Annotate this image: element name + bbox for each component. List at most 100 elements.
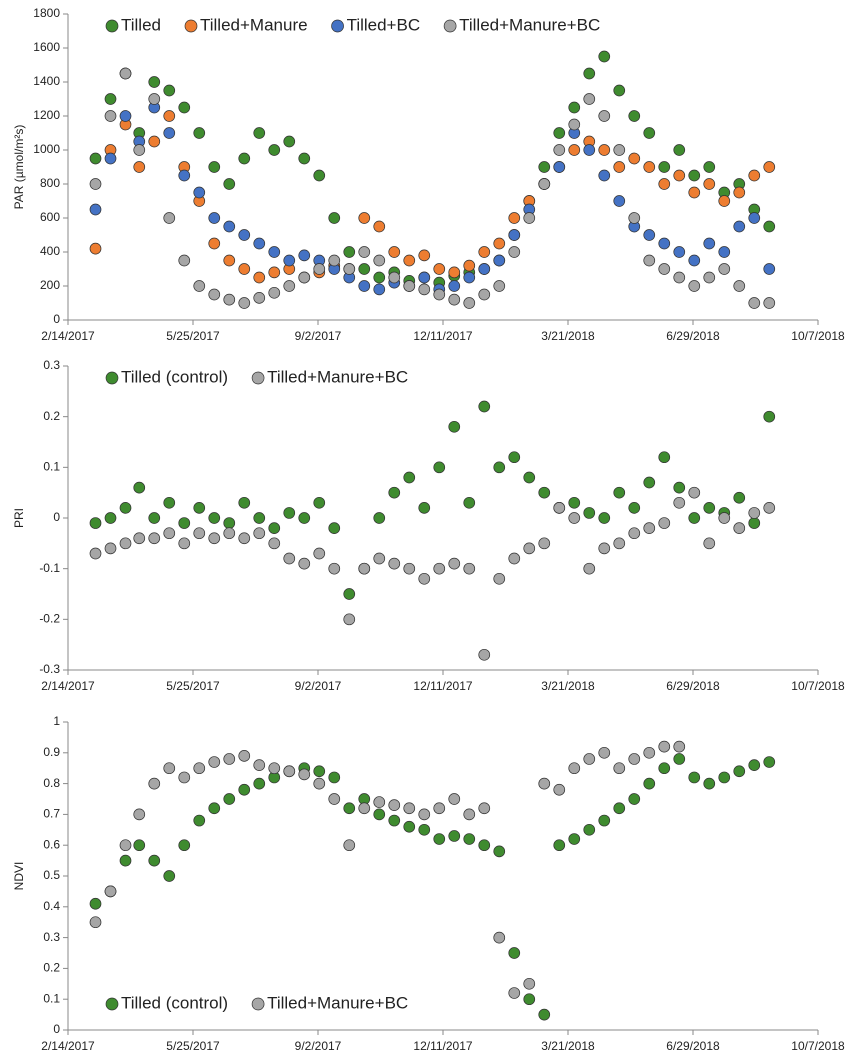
x-tick-label: 12/11/2017 [413,1039,472,1053]
point [493,237,506,250]
point [658,451,671,464]
point [478,648,491,661]
point [658,740,671,753]
y-tick-label: 1 [53,714,60,728]
y-axis-title: PAR (µmol/m²s) [12,125,26,210]
point [538,1008,551,1021]
point [403,471,416,484]
point [178,537,191,550]
point [613,84,626,97]
point [733,280,746,292]
x-tick-label: 3/21/2018 [541,1039,595,1053]
point [253,777,266,790]
point [388,814,401,827]
point [493,280,506,292]
point [208,802,221,815]
point [193,527,206,540]
point [643,254,656,267]
legend-marker [331,19,344,33]
x-tick-label: 5/25/2017 [166,1039,220,1053]
point [448,793,461,805]
point [89,916,102,929]
point [89,178,102,190]
y-tick-label: 600 [40,210,60,224]
y-tick-label: -0.3 [39,662,60,676]
point [373,552,386,565]
point [538,178,551,190]
point [283,765,296,778]
y-tick-label: 800 [40,176,60,190]
point [193,127,206,139]
x-tick-label: 2/14/2017 [41,679,95,693]
point [328,562,341,575]
point [104,110,117,122]
point [523,212,536,224]
point [748,517,761,529]
point [538,161,551,173]
x-tick-label: 5/25/2017 [166,329,220,343]
point [298,152,311,165]
point [133,532,146,545]
point [493,572,506,585]
point [163,84,176,97]
point [688,512,701,524]
y-tick-label: 0.3 [43,930,60,944]
point [208,512,221,524]
point [298,768,311,781]
point [403,254,416,267]
point [568,118,581,131]
point [163,212,176,224]
point [658,237,671,250]
point [163,527,176,540]
point [193,762,206,775]
legend-label: Tilled+Manure [200,15,308,34]
point [119,502,132,514]
point [583,562,596,575]
point [163,110,176,122]
point [388,557,401,570]
point [178,839,191,852]
legend-marker [251,997,265,1011]
point [673,169,686,182]
point [208,212,221,224]
point [148,135,161,148]
point [268,246,281,258]
point [89,517,102,529]
point [268,144,281,156]
x-tick-label: 10/7/2018 [791,329,845,343]
point [193,186,206,199]
point [583,67,596,80]
point [418,823,431,836]
point [463,496,476,509]
point [238,263,251,275]
point [298,557,311,570]
point [373,271,386,284]
point [568,101,581,114]
x-tick-label: 9/2/2017 [295,329,342,343]
y-tick-label: 0.6 [43,837,60,851]
point [583,823,596,836]
x-tick-label: 12/11/2017 [413,329,472,343]
point [523,471,536,484]
point [119,537,132,550]
point [748,169,761,182]
point [448,293,461,306]
point [238,783,251,796]
point [89,547,102,560]
point [104,885,117,898]
point [688,486,701,499]
point [104,93,117,105]
point [508,246,521,258]
point [598,814,611,827]
point [688,280,701,292]
x-tick-label: 2/14/2017 [41,329,95,343]
point [253,127,266,139]
point [163,870,176,882]
point [523,542,536,555]
y-tick-label: 400 [40,244,60,258]
point [568,512,581,524]
point [403,802,416,815]
point [583,507,596,519]
point [598,542,611,555]
point [553,783,566,796]
